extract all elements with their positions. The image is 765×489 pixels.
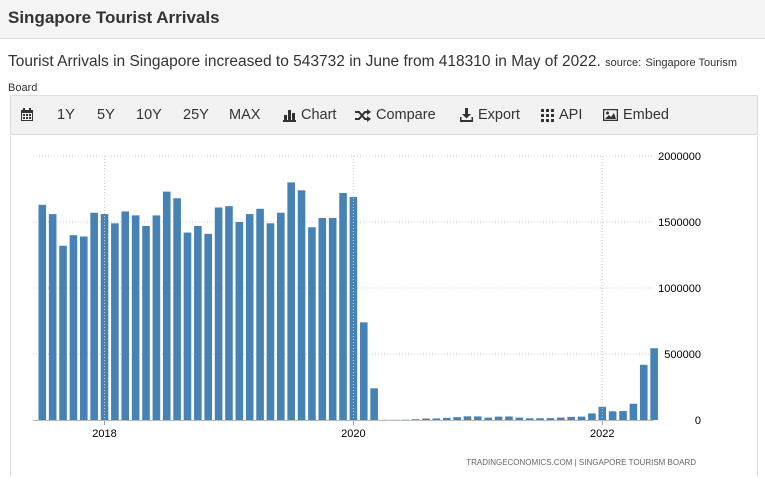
bar [162, 191, 171, 420]
bar [359, 322, 368, 420]
bar [339, 192, 347, 420]
bar [588, 413, 596, 420]
y-tick-label: 0 [695, 415, 701, 427]
bar [142, 225, 150, 420]
bar [567, 416, 575, 420]
bar [194, 225, 202, 420]
export-label: Export [478, 107, 520, 123]
chart-type-button[interactable]: Chart [283, 96, 336, 134]
bar [608, 411, 617, 420]
bar [152, 215, 161, 420]
bar [505, 416, 513, 420]
bar [484, 417, 493, 420]
bar [494, 416, 503, 420]
bar-chart: 2000000 1500000 1000000 500000 0 2018 2020 2022… [33, 151, 701, 467]
export-button[interactable]: Export [460, 96, 520, 134]
download-icon [460, 108, 473, 122]
range-max-button[interactable]: MAX [229, 107, 261, 123]
title-bar: Singapore Tourist Arrivals [0, 0, 765, 39]
bar [598, 406, 607, 420]
bar [308, 227, 316, 420]
bar [629, 403, 638, 420]
bar [422, 418, 430, 420]
bar [121, 211, 130, 420]
image-icon [603, 109, 618, 121]
page-title: Singapore Tourist Arrivals [8, 8, 220, 27]
source-label: source: [605, 57, 642, 69]
bar [69, 235, 78, 420]
compare-label: Compare [376, 107, 436, 123]
bar [453, 417, 461, 420]
bar [442, 417, 451, 420]
bar [266, 223, 275, 420]
bar [277, 212, 285, 420]
y-tick-label: 500000 [664, 349, 701, 361]
y-tick-label: 1000000 [658, 283, 701, 295]
bar [546, 418, 555, 420]
calendar-button[interactable] [20, 96, 39, 134]
bar [204, 233, 213, 420]
x-tick-label: 2018 [92, 428, 116, 440]
bar [349, 196, 358, 420]
embed-label: Embed [623, 107, 669, 123]
range-10y-button[interactable]: 10Y [136, 107, 162, 123]
bar [38, 204, 47, 420]
bar [463, 416, 472, 420]
bar [619, 411, 627, 420]
bar [287, 182, 295, 420]
compare-button[interactable]: Compare [355, 96, 436, 134]
bar [557, 417, 565, 420]
bar [100, 214, 109, 420]
api-label: API [559, 107, 583, 123]
bar [411, 419, 420, 420]
bar [432, 418, 441, 420]
bar [214, 207, 223, 420]
range-1y-button[interactable]: 1Y [57, 107, 75, 123]
chart-credits: TRADINGECONOMICS.COM | SINGAPORE TOURISM… [466, 458, 696, 467]
bar [183, 232, 192, 420]
bar [173, 198, 181, 420]
bar [225, 206, 233, 420]
bar [111, 223, 119, 420]
y-tick-label: 1500000 [658, 217, 701, 229]
grid-icon [541, 108, 554, 122]
bar [90, 212, 98, 420]
shuffle-icon [355, 108, 371, 122]
bar [370, 388, 378, 420]
range-25y-button[interactable]: 25Y [183, 107, 209, 123]
y-tick-label: 2000000 [658, 151, 701, 163]
bar [474, 416, 482, 420]
bar-chart-icon [283, 109, 296, 122]
range-5y-button[interactable]: 5Y [97, 107, 115, 123]
chart-area: 2000000 1500000 1000000 500000 0 2018 2020 2022… [10, 136, 758, 476]
bar [256, 208, 264, 420]
bar [245, 214, 254, 420]
calendar-icon [21, 108, 33, 121]
bar [235, 222, 244, 420]
x-tick-label: 2022 [590, 428, 614, 440]
bar [577, 416, 586, 420]
x-tick-label: 2020 [341, 428, 365, 440]
source-link[interactable]: Singapore Tourism Board [8, 57, 738, 94]
bar [515, 417, 524, 420]
bar [525, 418, 534, 420]
embed-button[interactable]: Embed [603, 96, 669, 134]
description-text: Tourist Arrivals in Singapore increased … [8, 53, 601, 70]
bar [650, 348, 658, 420]
chart-toolbar: 1Y 5Y 10Y 25Y MAX Chart Compare Export A… [10, 95, 758, 135]
bar [131, 215, 140, 420]
bar [639, 364, 648, 420]
bar [79, 236, 88, 420]
description: Tourist Arrivals in Singapore increased … [8, 50, 760, 100]
bar [59, 245, 67, 420]
chart-label: Chart [301, 107, 337, 123]
bar [48, 214, 57, 420]
bar [536, 418, 544, 420]
bar [328, 218, 337, 420]
api-button[interactable]: API [541, 96, 582, 134]
bar [318, 218, 327, 420]
bar [297, 190, 306, 420]
